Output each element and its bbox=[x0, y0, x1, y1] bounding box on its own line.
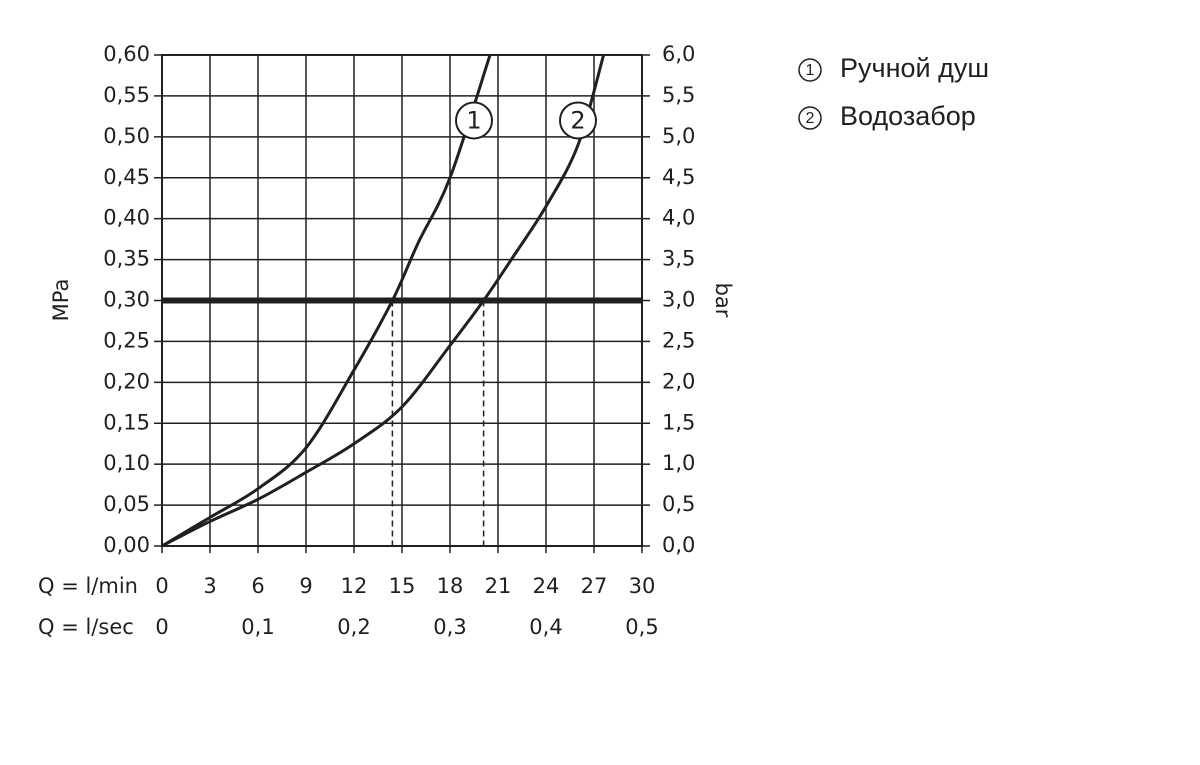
x2-tick-label: 0,3 bbox=[433, 615, 466, 639]
y2-tick-label: 3,0 bbox=[662, 288, 695, 312]
x-tick-label: 3 bbox=[203, 574, 216, 598]
y-tick-label: 0,25 bbox=[103, 328, 150, 352]
curve-marker-label: 1 bbox=[466, 106, 481, 134]
y2-tick-label: 1,5 bbox=[662, 410, 695, 434]
legend-marker bbox=[798, 58, 822, 82]
y-tick-label: 0,15 bbox=[103, 410, 150, 434]
legend-marker-label: 1 bbox=[806, 62, 815, 79]
legend-marker-label: 2 bbox=[806, 110, 815, 127]
x-tick-label: 21 bbox=[485, 574, 512, 598]
y2-tick-label: 0,0 bbox=[662, 533, 695, 557]
x2-tick-label: 0,4 bbox=[529, 615, 562, 639]
y-tick-label: 0,45 bbox=[103, 165, 150, 189]
legend-marker bbox=[798, 106, 822, 130]
y-tick-label: 0,50 bbox=[103, 124, 150, 148]
x-tick-label: 15 bbox=[389, 574, 416, 598]
x2-tick-label: 0,2 bbox=[337, 615, 370, 639]
x2-tick-label: 0,1 bbox=[241, 615, 274, 639]
x-axis-label: Q = l/min bbox=[38, 574, 138, 598]
x2-tick-label: 0,5 bbox=[625, 615, 658, 639]
y-tick-label: 0,05 bbox=[103, 492, 150, 516]
y2-tick-label: 2,0 bbox=[662, 369, 695, 393]
legend-label: Водозабор bbox=[840, 101, 976, 131]
x-tick-label: 24 bbox=[533, 574, 560, 598]
x-tick-label: 9 bbox=[299, 574, 312, 598]
legend: 1 Ручной душ 2 Водозабор bbox=[798, 53, 989, 131]
y-tick-label: 0,20 bbox=[103, 369, 150, 393]
y-tick-label: 0,00 bbox=[103, 533, 150, 557]
y2-tick-label: 4,0 bbox=[662, 206, 695, 230]
y2-tick-label: 1,0 bbox=[662, 451, 695, 475]
curve bbox=[161, 54, 492, 548]
curve-marker bbox=[559, 101, 597, 140]
y-tick-label: 0,60 bbox=[103, 42, 150, 66]
curve-marker-label: 2 bbox=[570, 106, 585, 134]
curve bbox=[161, 54, 606, 548]
y2-axis-label: bar bbox=[711, 283, 735, 318]
x2-tick-label: 0 bbox=[155, 615, 168, 639]
x-tick-label: 27 bbox=[581, 574, 608, 598]
y2-tick-label: 4,5 bbox=[662, 165, 695, 189]
y-tick-label: 0,55 bbox=[103, 83, 150, 107]
y2-tick-label: 3,5 bbox=[662, 247, 695, 271]
y2-tick-label: 0,5 bbox=[662, 492, 695, 516]
x-tick-label: 30 bbox=[629, 574, 656, 598]
x-tick-label: 6 bbox=[251, 574, 264, 598]
y2-tick-label: 2,5 bbox=[662, 328, 695, 352]
x-tick-label: 12 bbox=[341, 574, 368, 598]
y-tick-label: 0,40 bbox=[103, 206, 150, 230]
x-tick-label: 0 bbox=[155, 574, 168, 598]
y-tick-label: 0,35 bbox=[103, 247, 150, 271]
y2-tick-label: 6,0 bbox=[662, 42, 695, 66]
y2-tick-label: 5,0 bbox=[662, 124, 695, 148]
y-axis-label: MPa bbox=[49, 279, 73, 322]
y2-tick-label: 5,5 bbox=[662, 83, 695, 107]
y-tick-label: 0,10 bbox=[103, 451, 150, 475]
y-tick-label: 0,30 bbox=[103, 288, 150, 312]
x-tick-label: 18 bbox=[437, 574, 464, 598]
curve-marker bbox=[455, 101, 493, 140]
x2-axis-label: Q = l/sec bbox=[38, 615, 134, 639]
legend-label: Ручной душ bbox=[840, 53, 989, 83]
